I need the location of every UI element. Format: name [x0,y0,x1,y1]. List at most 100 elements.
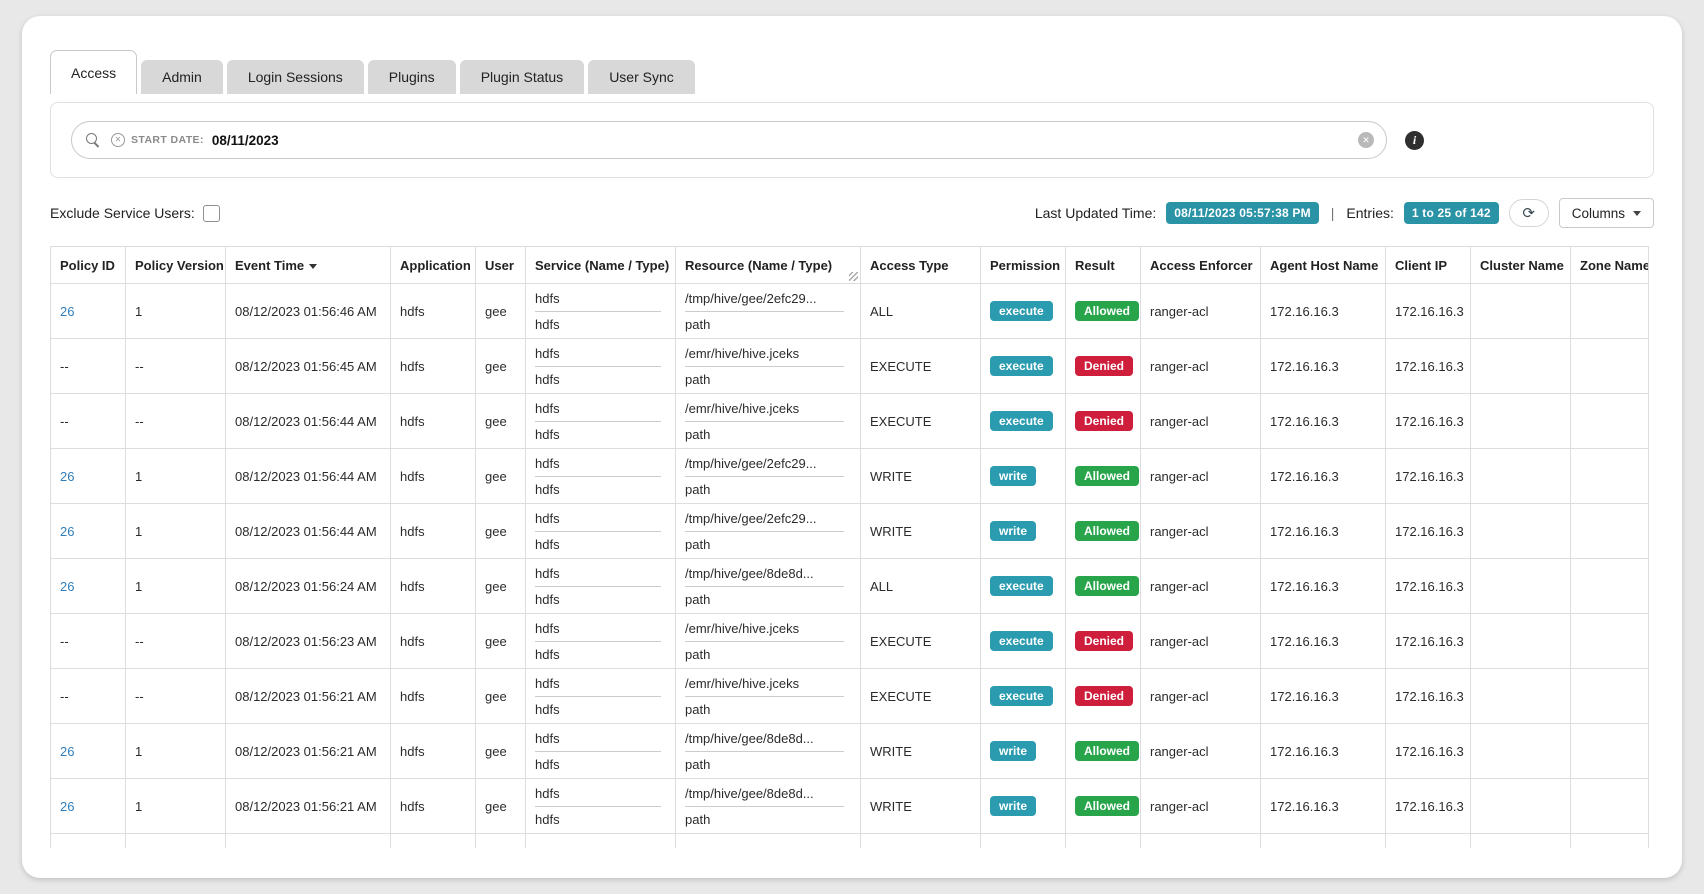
application-cell: hdfs [390,668,476,724]
policy-id-link: -- [60,413,69,429]
policy-version-cell: 1 [125,723,226,779]
agent-host-cell: 172.16.16.3 [1260,778,1386,834]
filter-chip-start-date[interactable]: ✕ START DATE: 08/11/2023 [111,133,279,148]
event-time-cell: 08/12/2023 01:56:44 AM [225,503,391,559]
column-header-event-time[interactable]: Event Time [225,246,391,284]
column-header-permission[interactable]: Permission [980,246,1066,284]
cluster-name-cell [1470,723,1571,779]
user-cell: gee [475,283,526,339]
last-updated-badge: 08/11/2023 05:57:38 PM [1166,202,1319,224]
permission-badge: execute [990,411,1053,431]
access-enforcer-cell: ranger-acl [1140,613,1261,669]
agent-host-cell: 172.16.16.3 [1260,448,1386,504]
event-time-cell: 08/12/2023 01:56:21 AM [225,778,391,834]
column-header-agent-host-name[interactable]: Agent Host Name [1260,246,1386,284]
columns-dropdown-button[interactable]: Columns [1558,198,1654,228]
column-header-application[interactable]: Application [390,246,476,284]
sort-desc-icon [309,263,318,269]
resource-name: /tmp/hive/gee/2efc29... [685,290,845,312]
client-ip-cell: 172.16.16.3 [1385,558,1471,614]
column-resize-grip-icon[interactable] [849,272,858,281]
service-type: hdfs [535,317,560,332]
column-header-policy-id[interactable]: Policy ID [50,246,126,284]
table-row: 26 1 08/12/2023 01:56:44 AM hdfs gee hdf… [50,448,1649,504]
policy-id-link[interactable]: 26 [60,798,75,814]
user-cell: gee [475,558,526,614]
remove-filter-icon[interactable]: ✕ [111,133,125,147]
policy-id-link[interactable]: 26 [60,578,75,594]
resource-name: /tmp/hive/gee/2efc29... [685,510,845,532]
refresh-button[interactable]: ⟳ [1508,199,1549,227]
policy-version-cell: -- [125,613,226,669]
service-type: hdfs [535,592,560,607]
zone-name-cell [1570,448,1649,504]
cluster-name-cell [1470,283,1571,339]
column-header-policy-version[interactable]: Policy Version [125,246,226,284]
column-header-cluster-name[interactable]: Cluster Name [1470,246,1571,284]
column-header-client-ip[interactable]: Client IP [1385,246,1471,284]
resource-cell: /emr/hive/hive.jceks path [675,393,861,449]
column-header-user[interactable]: User [475,246,526,284]
policy-version-cell: 1 [125,503,226,559]
zone-name-cell [1570,503,1649,559]
column-header-access-enforcer[interactable]: Access Enforcer [1140,246,1261,284]
tab-plugins[interactable]: Plugins [367,60,456,94]
access-type-cell: WRITE [860,503,981,559]
resource-type: path [685,702,711,717]
exclude-service-users-checkbox[interactable] [202,204,220,222]
clear-search-icon[interactable]: ✕ [1358,132,1374,148]
permission-badge: write [990,521,1037,541]
table-row: 26 1 08/12/2023 01:56:21 AM hdfs gee hdf… [50,778,1649,834]
tab-user-sync[interactable]: User Sync [588,60,695,94]
user-cell: gee [475,503,526,559]
access-type-cell: ALL [860,283,981,339]
resource-name: /tmp/hive/gee/8de8d... [685,785,845,807]
policy-id-link[interactable]: 26 [60,743,75,759]
column-header-result[interactable]: Result [1065,246,1141,284]
policy-version-cell: 1 [125,448,226,504]
user-cell: gee [475,613,526,669]
application-cell: hdfs [390,338,476,394]
service-type: hdfs [535,757,560,772]
service-cell: hdfs hdfs [525,393,676,449]
client-ip-cell: 172.16.16.3 [1385,338,1471,394]
zone-name-cell [1570,338,1649,394]
service-cell: hdfs hdfs [525,723,676,779]
cluster-name-cell [1470,503,1571,559]
search-input[interactable]: ✕ START DATE: 08/11/2023 ✕ [71,121,1387,159]
info-icon[interactable]: i [1405,130,1424,150]
tab-admin[interactable]: Admin [141,60,223,94]
column-header-zone-name[interactable]: Zone Name [1570,246,1649,284]
service-cell: hdfs hdfs [525,558,676,614]
resource-name: /tmp/hive/gee/8de8d... [685,730,845,752]
column-header-access-type[interactable]: Access Type [860,246,981,284]
service-type: hdfs [535,647,560,662]
client-ip-cell: 172.16.16.3 [1385,668,1471,724]
agent-host-cell: 172.16.16.3 [1260,613,1386,669]
tab-access[interactable]: Access [50,50,138,94]
zone-name-cell [1570,613,1649,669]
access-enforcer-cell: ranger-acl [1140,393,1261,449]
cluster-name-cell [1470,613,1571,669]
policy-id-link[interactable]: 26 [60,523,75,539]
policy-version-cell: 1 [125,283,226,339]
tab-plugin-status[interactable]: Plugin Status [459,60,585,94]
policy-id-link[interactable]: 26 [60,303,75,319]
result-badge: Allowed [1075,576,1140,596]
resource-cell: /emr/hive/hive.jceks path [675,668,861,724]
column-header-resource-name-type[interactable]: Resource (Name / Type) [675,246,861,284]
table-row: 26 1 08/12/2023 01:56:24 AM hdfs gee hdf… [50,558,1649,614]
column-header-service-name-type[interactable]: Service (Name / Type) [525,246,676,284]
tab-login-sessions[interactable]: Login Sessions [226,60,364,94]
service-name: hdfs [535,510,661,532]
resource-name: /emr/hive/hive.jceks [685,345,845,367]
result-badge: Denied [1075,631,1134,651]
event-time-cell: 08/12/2023 01:56:46 AM [225,283,391,339]
service-type: hdfs [535,537,560,552]
service-cell: hdfs hdfs [525,283,676,339]
policy-id-link[interactable]: 26 [60,468,75,484]
user-cell: gee [475,393,526,449]
last-updated-label: Last Updated Time: [1034,205,1157,221]
access-type-cell: EXECUTE [860,613,981,669]
cluster-name-cell [1470,393,1571,449]
